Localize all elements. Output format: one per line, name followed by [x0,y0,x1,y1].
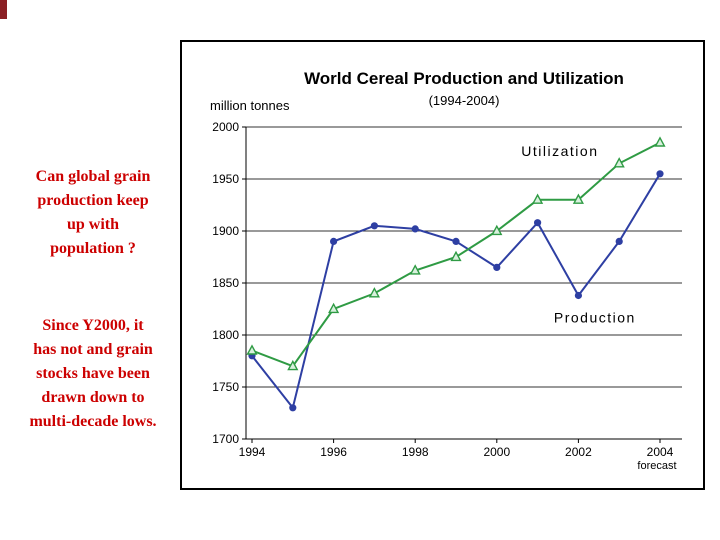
y-tick-label: 1850 [212,276,239,290]
utilization-marker [450,250,462,262]
y-tick-label: 2000 [212,120,239,134]
chart-title: World Cereal Production and Utilization [304,69,624,88]
production-marker [656,170,664,178]
utilization-marker [409,264,421,275]
production-marker [452,237,460,245]
chart-subtitle: (1994-2004) [429,93,500,108]
production-line [251,173,661,411]
production-marker [411,225,419,233]
forecast-note: forecast [637,460,676,472]
utilization-marker [532,193,544,204]
utilization-marker [572,193,584,204]
x-tick-label: 1994 [239,445,266,459]
y-tick-label: 1800 [212,328,239,342]
chart-canvas: World Cereal Production and Utilization … [210,69,682,472]
x-tick-label: 2002 [565,445,592,459]
production-marker [493,263,501,271]
x-tick-label: 2000 [483,445,510,459]
slide-question-text: Can global grain production keep up with… [35,168,151,257]
utilization-marker [368,287,380,298]
utilization-marker [654,136,666,147]
y-tick-label: 1750 [212,380,239,394]
production-series-label: Production [554,310,636,326]
utilization-marker [246,344,258,355]
y-tick-label: 1900 [212,224,239,238]
slide-statement-text: Since Y2000, it has not and grain stocks… [29,317,157,430]
production-marker [534,219,542,227]
chart-frame: World Cereal Production and Utilization … [180,40,705,490]
x-tick-label: 1996 [320,445,347,459]
x-tick-label: 1998 [402,445,429,459]
utilization-marker [328,302,340,314]
slide-text-block: Can global grain production keep up with… [6,141,180,458]
utilization-series-label: Utilization [521,143,598,159]
production-marker [615,237,623,245]
slide-corner-mark [0,0,7,19]
production-marker [289,404,297,412]
y-tick-label: 1950 [212,172,239,186]
utilization-marker [287,359,299,371]
utilization-marker [491,224,503,236]
utilization-marker [613,157,625,168]
y-axis-unit-label: million tonnes [210,98,290,113]
production-marker [330,237,338,245]
production-marker [574,291,582,300]
x-tick-label: 2004 [647,445,674,459]
production-marker [370,222,378,230]
y-tick-label: 1700 [212,432,239,446]
